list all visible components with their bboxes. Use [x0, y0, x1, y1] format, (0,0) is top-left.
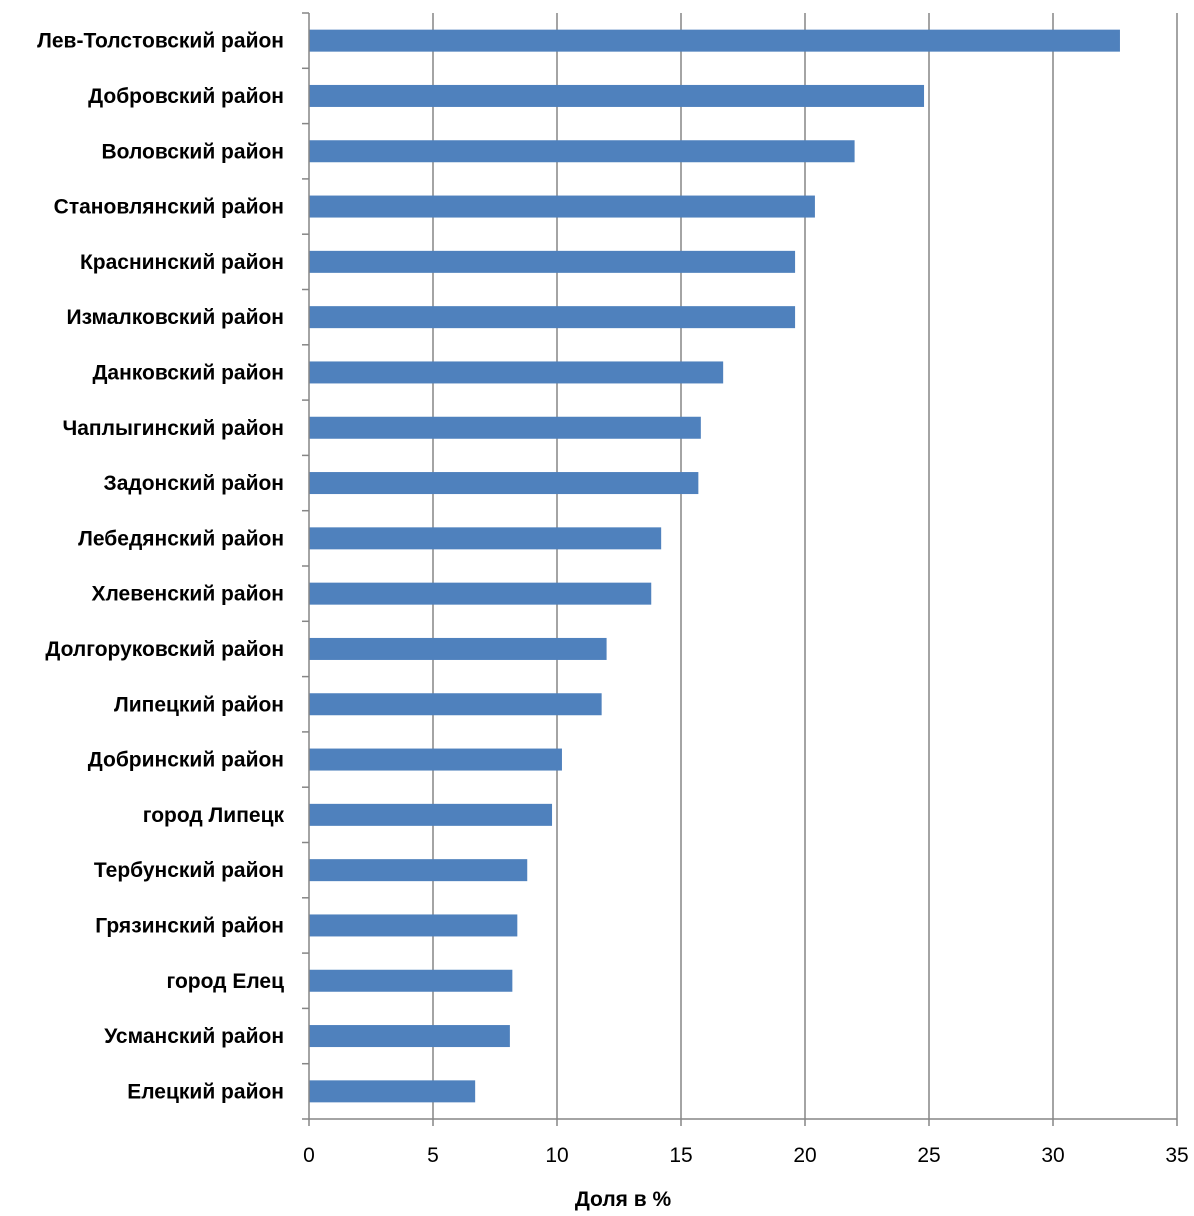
x-tick-label: 5 — [427, 1144, 439, 1167]
x-tick-label: 20 — [793, 1144, 816, 1167]
category-label: Лев-Толстовский район — [37, 30, 284, 53]
grid-lines — [432, 13, 1178, 1119]
bar — [309, 748, 562, 771]
category-label: Грязинский район — [95, 914, 284, 937]
bar — [309, 693, 602, 716]
category-label: Тербунский район — [94, 859, 284, 882]
category-label: Чаплыгинский район — [62, 417, 284, 440]
bar — [309, 859, 528, 882]
bar — [309, 361, 724, 384]
x-tick-label: 15 — [669, 1144, 692, 1167]
bar — [309, 527, 662, 550]
category-label: Становлянский район — [54, 196, 284, 219]
category-label: Добровский район — [88, 85, 284, 108]
bar — [309, 803, 553, 826]
x-tick-label: 0 — [303, 1144, 315, 1167]
x-tick-label: 10 — [545, 1144, 568, 1167]
category-label: Усманский район — [104, 1025, 284, 1048]
category-label: Липецкий район — [114, 693, 284, 716]
bar — [309, 195, 815, 218]
bar — [309, 1025, 510, 1048]
bar — [309, 582, 652, 605]
axes — [302, 12, 1178, 1126]
category-label: Елецкий район — [127, 1080, 284, 1103]
bar — [309, 140, 855, 163]
category-label: Измалковский район — [66, 306, 284, 329]
x-tick-label: 25 — [917, 1144, 940, 1167]
bar — [309, 914, 518, 937]
category-label: Воловский район — [101, 140, 284, 163]
x-axis-title: Доля в % — [575, 1188, 672, 1211]
category-label: Добринский район — [88, 749, 284, 772]
category-label: город Липецк — [143, 804, 285, 827]
bar — [309, 84, 925, 107]
category-label: Лебедянский район — [78, 527, 284, 550]
x-tick-label: 30 — [1041, 1144, 1064, 1167]
x-tick-label: 35 — [1165, 1144, 1188, 1167]
category-label: Хлевенский район — [91, 583, 284, 606]
x-tick-labels: 0 5 10 15 20 25 30 35 — [303, 1144, 1189, 1167]
bar — [309, 416, 701, 439]
bar — [309, 637, 607, 660]
category-label: Данковский район — [92, 361, 284, 384]
category-label: Задонский район — [104, 472, 284, 495]
category-label: Краснинский район — [80, 251, 284, 274]
bar — [309, 1080, 476, 1103]
category-label: город Елец — [167, 970, 285, 993]
category-label: Долгоруковский район — [45, 638, 284, 661]
bar — [309, 29, 1120, 52]
bar — [309, 969, 513, 992]
category-labels: Лев-Толстовский район Добровский район Вол… — [37, 30, 284, 1104]
bars — [309, 29, 1120, 1103]
bar — [309, 250, 796, 273]
bar — [309, 472, 699, 495]
bar — [309, 306, 796, 329]
